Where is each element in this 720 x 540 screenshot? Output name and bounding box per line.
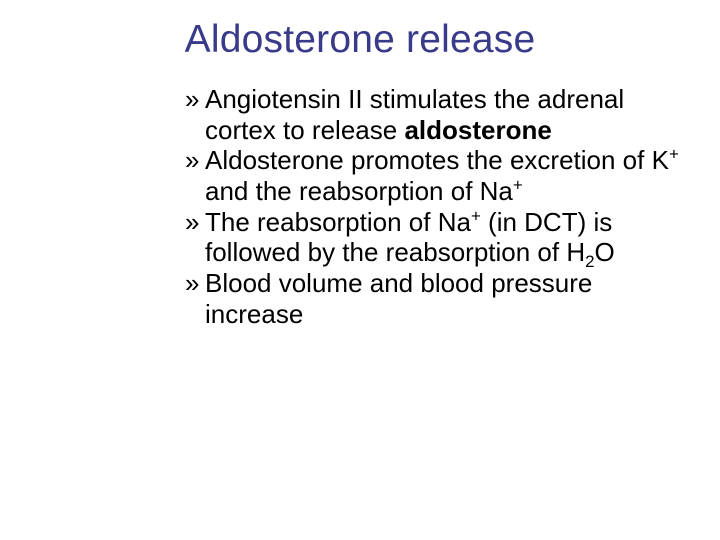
bullet-item: » Angiotensin II stimulates the adrenal … [185, 84, 680, 145]
bullet-list: » Angiotensin II stimulates the adrenal … [185, 84, 680, 329]
bullet-marker-icon: » [185, 145, 199, 176]
slide-title: Aldosterone release [185, 18, 536, 61]
bullet-marker-icon: » [185, 207, 199, 238]
bullet-marker-icon: » [185, 268, 199, 299]
bullet-text: Blood volume and blood pressure increase [205, 268, 592, 329]
slide: Aldosterone release » Angiotensin II sti… [0, 0, 720, 540]
slide-body: » Angiotensin II stimulates the adrenal … [185, 84, 680, 329]
bullet-text: Angiotensin II stimulates the adrenal co… [205, 84, 624, 145]
bullet-text: Aldosterone promotes the excretion of K+… [205, 145, 679, 206]
bullet-item: » Aldosterone promotes the excretion of … [185, 145, 680, 206]
slide-title-wrap: Aldosterone release [0, 18, 720, 62]
bullet-item: » The reabsorption of Na+ (in DCT) is fo… [185, 207, 680, 268]
bullet-text: The reabsorption of Na+ (in DCT) is foll… [205, 207, 615, 268]
bullet-marker-icon: » [185, 84, 199, 115]
bullet-item: » Blood volume and blood pressure increa… [185, 268, 680, 329]
